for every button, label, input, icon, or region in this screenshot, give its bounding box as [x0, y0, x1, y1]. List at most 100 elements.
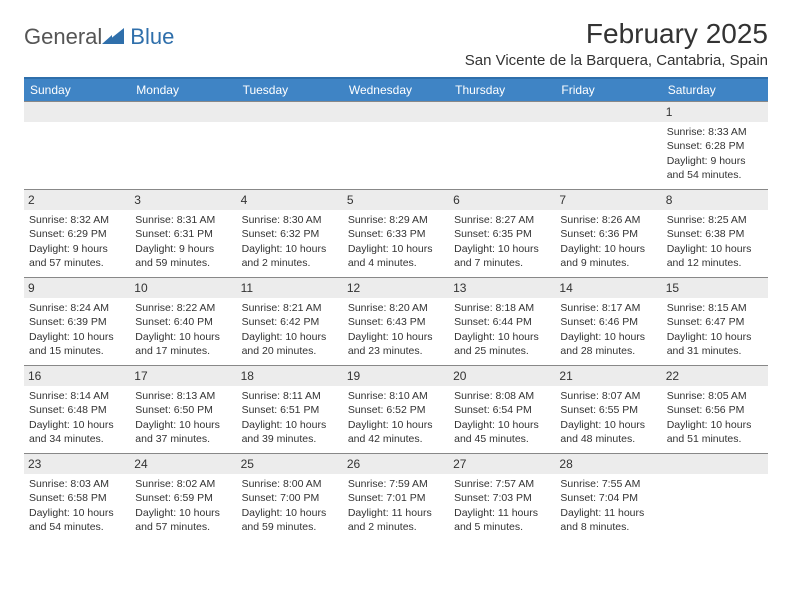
calendar-cell: 13Sunrise: 8:18 AMSunset: 6:44 PMDayligh…: [449, 278, 555, 366]
calendar-cell: 17Sunrise: 8:13 AMSunset: 6:50 PMDayligh…: [130, 366, 236, 454]
day-day1-text: Daylight: 10 hours: [135, 506, 231, 520]
calendar-cell: 6Sunrise: 8:27 AMSunset: 6:35 PMDaylight…: [449, 190, 555, 278]
day-number: 16: [24, 366, 130, 386]
day-sunset-text: Sunset: 6:48 PM: [29, 403, 125, 417]
calendar-cell: 25Sunrise: 8:00 AMSunset: 7:00 PMDayligh…: [237, 454, 343, 542]
day-day1-text: Daylight: 11 hours: [454, 506, 550, 520]
day-sunrise-text: Sunrise: 8:18 AM: [454, 301, 550, 315]
day-sunrise-text: Sunrise: 8:31 AM: [135, 213, 231, 227]
day-number-empty: .: [555, 102, 661, 122]
day-day1-text: Daylight: 10 hours: [667, 330, 763, 344]
day-number: 10: [130, 278, 236, 298]
day-number: 4: [237, 190, 343, 210]
day-sunrise-text: Sunrise: 8:14 AM: [29, 389, 125, 403]
day-day1-text: Daylight: 10 hours: [135, 418, 231, 432]
day-number: 8: [662, 190, 768, 210]
calendar-week-row: 16 Sunrise: 8:14 AMSunset: 6:48 PM Dayligh…: [24, 366, 768, 454]
day-number: 2: [24, 190, 130, 210]
day-number: 13: [449, 278, 555, 298]
day-day2-text: and 45 minutes.: [454, 432, 550, 446]
day-day1-text: Daylight: 11 hours: [560, 506, 656, 520]
day-number: 24: [130, 454, 236, 474]
calendar-cell: 19Sunrise: 8:10 AMSunset: 6:52 PMDayligh…: [343, 366, 449, 454]
day-sunrise-text: Sunrise: 8:32 AM: [29, 213, 125, 227]
day-day2-text: and 12 minutes.: [667, 256, 763, 270]
calendar-week-row: 23Sunrise: 8:03 AMSunset: 6:58 PMDayligh…: [24, 454, 768, 542]
day-day2-text: and 54 minutes.: [667, 168, 763, 182]
day-sunrise-text: Sunrise: 8:21 AM: [242, 301, 338, 315]
day-number: 15: [662, 278, 768, 298]
day-day2-text: and 7 minutes.: [454, 256, 550, 270]
logo-text-general: General: [24, 24, 102, 50]
day-sunrise-text: Sunrise: 8:30 AM: [242, 213, 338, 227]
header: General Blue February 2025 San Vicente d…: [24, 18, 768, 69]
day-sunrise-text: Sunrise: 8:08 AM: [454, 389, 550, 403]
day-sunrise-text: Sunrise: 7:59 AM: [348, 477, 444, 491]
day-day1-text: Daylight: 10 hours: [242, 242, 338, 256]
day-number-empty: .: [343, 102, 449, 122]
day-number-empty: .: [237, 102, 343, 122]
day-sunset-text: Sunset: 6:55 PM: [560, 403, 656, 417]
day-number: 26: [343, 454, 449, 474]
day-day2-text: and 25 minutes.: [454, 344, 550, 358]
calendar-cell: 24Sunrise: 8:02 AMSunset: 6:59 PMDayligh…: [130, 454, 236, 542]
calendar-cell: 26Sunrise: 7:59 AMSunset: 7:01 PMDayligh…: [343, 454, 449, 542]
day-day2-text: and 37 minutes.: [135, 432, 231, 446]
calendar-table: Sunday Monday Tuesday Wednesday Thursday…: [24, 77, 768, 542]
day-sunset-text: Sunset: 6:54 PM: [454, 403, 550, 417]
day-sunset-text: Sunset: 6:51 PM: [242, 403, 338, 417]
day-sunset-text: Sunset: 6:36 PM: [560, 227, 656, 241]
day-number: 17: [130, 366, 236, 386]
weekday-header-row: Sunday Monday Tuesday Wednesday Thursday…: [24, 78, 768, 102]
day-number: 20: [449, 366, 555, 386]
weekday-wednesday: Wednesday: [343, 78, 449, 102]
weekday-sunday: Sunday: [24, 78, 130, 102]
calendar-cell: 22Sunrise: 8:05 AMSunset: 6:56 PMDayligh…: [662, 366, 768, 454]
day-sunrise-text: Sunrise: 8:15 AM: [667, 301, 763, 315]
calendar-cell: 5Sunrise: 8:29 AMSunset: 6:33 PMDaylight…: [343, 190, 449, 278]
day-sunrise-text: Sunrise: 8:17 AM: [560, 301, 656, 315]
title-block: February 2025 San Vicente de la Barquera…: [465, 18, 768, 69]
day-sunrise-text: Sunrise: 8:29 AM: [348, 213, 444, 227]
calendar-cell: .: [343, 102, 449, 190]
day-sunset-text: Sunset: 7:04 PM: [560, 491, 656, 505]
calendar-cell: 9Sunrise: 8:24 AMSunset: 6:39 PMDaylight…: [24, 278, 130, 366]
day-number: 18: [237, 366, 343, 386]
day-number: 19: [343, 366, 449, 386]
day-sunset-text: Sunset: 6:58 PM: [29, 491, 125, 505]
calendar-cell: 12Sunrise: 8:20 AMSunset: 6:43 PMDayligh…: [343, 278, 449, 366]
day-number: 14: [555, 278, 661, 298]
day-sunset-text: Sunset: 7:03 PM: [454, 491, 550, 505]
day-day1-text: Daylight: 10 hours: [242, 330, 338, 344]
day-day1-text: Daylight: 10 hours: [242, 418, 338, 432]
calendar-cell: 18Sunrise: 8:11 AMSunset: 6:51 PMDayligh…: [237, 366, 343, 454]
weekday-saturday: Saturday: [662, 78, 768, 102]
calendar-body: ......1Sunrise: 8:33 AMSunset: 6:28 PMDa…: [24, 102, 768, 542]
day-day2-text: and 4 minutes.: [348, 256, 444, 270]
day-sunset-text: Sunset: 6:29 PM: [29, 227, 125, 241]
day-sunrise-text: Sunrise: 8:33 AM: [667, 125, 763, 139]
day-sunset-text: Sunset: 6:46 PM: [560, 315, 656, 329]
calendar-cell: .: [130, 102, 236, 190]
month-title: February 2025: [465, 18, 768, 50]
calendar-cell: 21Sunrise: 8:07 AMSunset: 6:55 PMDayligh…: [555, 366, 661, 454]
day-sunrise-text: Sunrise: 8:10 AM: [348, 389, 444, 403]
calendar-cell: 23Sunrise: 8:03 AMSunset: 6:58 PMDayligh…: [24, 454, 130, 542]
day-number-empty: .: [24, 102, 130, 122]
day-number: 3: [130, 190, 236, 210]
calendar-cell: 14 Sunrise: 8:17 AMSunset: 6:46 PMDayligh…: [555, 278, 661, 366]
day-sunset-text: Sunset: 6:42 PM: [242, 315, 338, 329]
day-day1-text: Daylight: 10 hours: [560, 330, 656, 344]
day-day2-text: and 57 minutes.: [29, 256, 125, 270]
day-day1-text: Daylight: 9 hours: [667, 154, 763, 168]
day-sunset-text: Sunset: 6:40 PM: [135, 315, 231, 329]
day-sunrise-text: Sunrise: 8:26 AM: [560, 213, 656, 227]
day-day2-text: and 15 minutes.: [29, 344, 125, 358]
logo: General Blue: [24, 24, 174, 50]
day-day1-text: Daylight: 10 hours: [454, 242, 550, 256]
day-number: 9: [24, 278, 130, 298]
day-day2-text: and 9 minutes.: [560, 256, 656, 270]
day-sunset-text: Sunset: 6:28 PM: [667, 139, 763, 153]
day-sunrise-text: Sunrise: 8:07 AM: [560, 389, 656, 403]
day-day1-text: Daylight: 9 hours: [29, 242, 125, 256]
